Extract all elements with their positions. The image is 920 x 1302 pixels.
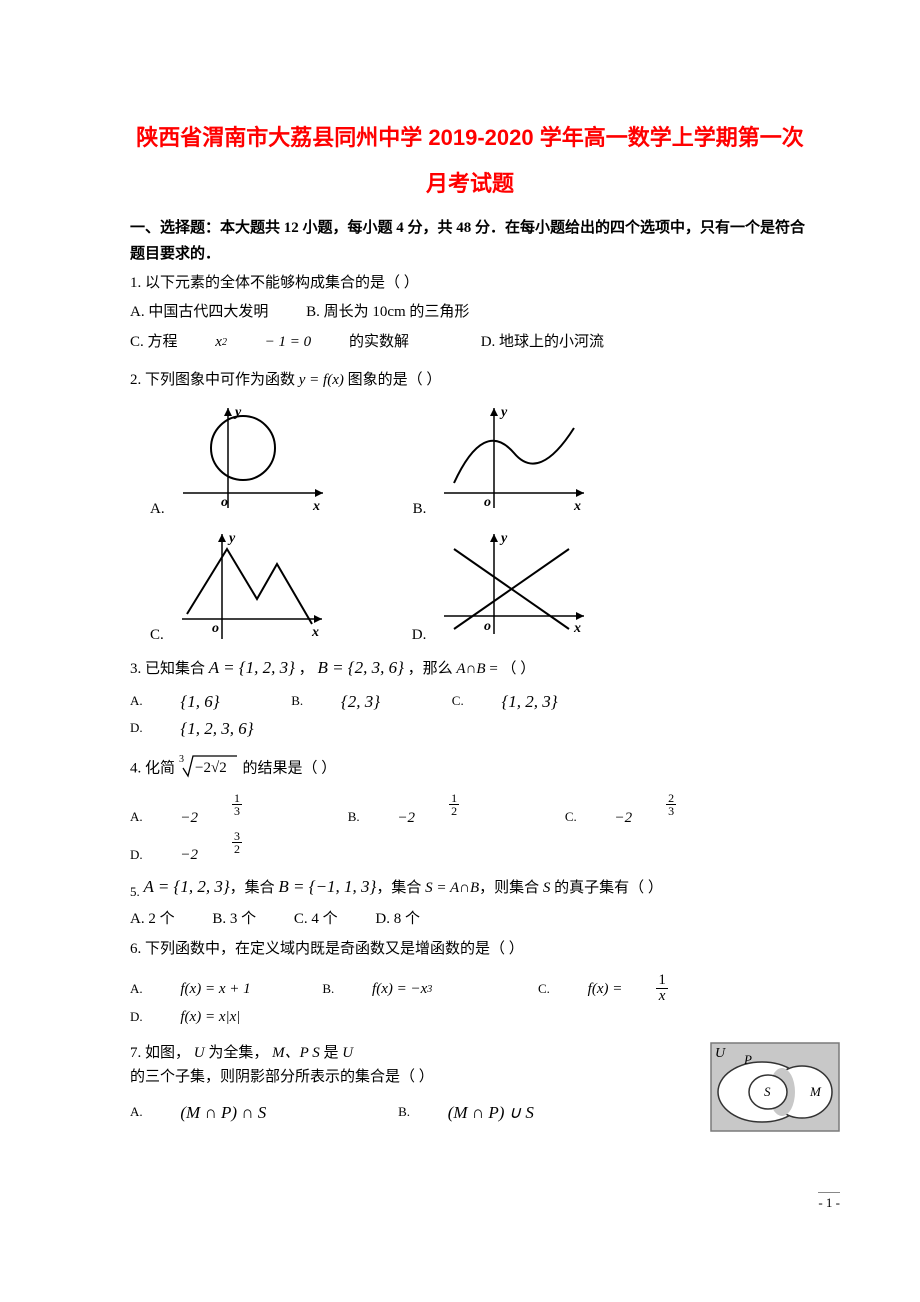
q4-opt-c: C. −223 [565,792,744,830]
q6-stem: 6. 下列函数中，在定义域内既是奇函数又是增函数的是（ ） [130,937,810,961]
svg-text:y: y [499,531,508,546]
svg-text:M: M [809,1084,822,1099]
q3-options: A. {1, 6} B. {2, 3} C. {1, 2, 3} D. {1, … [130,688,810,742]
exam-title-line2: 月考试题 [130,166,810,198]
q2-stem-post: 图象的是（ ） [348,372,442,388]
q6-opt-b: B. f(x) = −x3 [322,977,500,1002]
q2-graphs-row1: A. o x y B. o x y [150,398,810,518]
q7-U2: U [342,1045,353,1061]
q7-MPS: M、P S [272,1045,320,1061]
q2-label-c: C. [150,627,164,644]
q2-stem: 2. 下列图象中可作为函数 y = f(x) 图象的是（ ） [130,368,810,392]
q1-options-row2: C. 方程 x2 − 1 = 0 的实数解 D. 地球上的小河流 [130,330,810,355]
q2-label-d: D. [412,627,427,644]
q4-opt-b: B. −212 [348,792,527,830]
q2-label-a: A. [150,501,165,518]
q4-stem: 4. 化简 3 −2√2 的结果是（ ） [130,750,810,788]
svg-text:o: o [221,495,228,510]
svg-text:y: y [227,531,236,546]
section-1-heading: 一、选择题：本大题共 12 小题，每小题 4 分，共 48 分．在每小题给出的四… [130,216,810,267]
q5-opt-c: C. 4 个 [294,907,338,931]
q1-opt-c-post: 的实数解 [349,330,409,354]
q4-stem-pre: 4. 化简 [130,760,175,776]
q2-stem-pre: 2. 下列图象中可作为函数 [130,372,299,388]
q3-opt-a: A. {1, 6} [130,688,254,715]
q1-opt-b: B. 周长为 10cm 的三角形 [306,300,469,324]
q5-options: A. 2 个 B. 3 个 C. 4 个 D. 8 个 [130,907,810,932]
svg-text:x: x [312,499,320,514]
q1-opt-c-pre: C. 方程 [130,330,178,354]
page-number: - 1 - [818,1192,840,1211]
venn-diagram: U P S M [710,1042,840,1132]
q3-opt-d: D. {1, 2, 3, 6} [130,715,288,742]
q2-graphs-row2: C. o x y D. o x y [150,524,810,644]
q2-label-b: B. [413,501,427,518]
q7-stem-pre: 7. 如图， [130,1045,190,1061]
q2-cell-c: C. o x y [150,524,332,644]
q1-opt-c: C. 方程 x2 − 1 = 0 的实数解 [130,330,443,355]
svg-text:P: P [743,1052,752,1067]
q3-stem-post: ，那么 A∩B = （ ） [408,661,536,677]
svg-text:o: o [212,621,219,636]
q4-radical: 3 −2√2 [179,750,239,788]
q3-stem: 3. 已知集合 A = {1, 2, 3} ， B = {2, 3, 6} ，那… [130,654,810,681]
q5-opt-a: A. 2 个 [130,907,175,931]
q7-opt-a: A. (M ∩ P) ∩ S [130,1099,300,1126]
svg-text:x: x [573,621,581,636]
q5-stem: 5. A = {1, 2, 3}，集合 B = {−1, 1, 3}，集合 S … [130,873,810,903]
q7-mid2: 是 [324,1045,339,1061]
svg-text:x: x [573,499,581,514]
svg-text:o: o [484,495,491,510]
q1-opt-c-math: x2 − 1 = 0 [215,330,311,354]
q6-opt-c: C. f(x) = 1x [538,973,736,1004]
q3-set-a: A = {1, 2, 3} [209,658,295,677]
q3-opt-b: B. {2, 3} [291,688,414,715]
q2-cell-a: A. o x y [150,398,333,518]
q3-set-b: B = {2, 3, 6} [317,658,403,677]
q4-opt-a: A. −213 [130,792,310,830]
q1-options-row1: A. 中国古代四大发明 B. 周长为 10cm 的三角形 [130,299,810,324]
svg-text:o: o [484,619,491,634]
q5-opt-b: B. 3 个 [212,907,256,931]
q7-opt-b: B. (M ∩ P) ∪ S [398,1099,568,1126]
q6-opt-a: A. f(x) = x + 1 [130,977,285,1002]
q5-opt-d: D. 8 个 [375,907,420,931]
exam-title-line1: 陕西省渭南市大荔县同州中学 2019-2020 学年高一数学上学期第一次 [130,120,810,152]
page-footer: - 1 - [0,1192,920,1211]
q1-stem: 1. 以下元素的全体不能够构成集合的是（ ） [130,271,810,295]
q1-opt-d: D. 地球上的小河流 [481,330,604,354]
q1-opt-a: A. 中国古代四大发明 [130,300,268,324]
q3-stem-pre: 3. 已知集合 [130,661,205,677]
q7-mid1: 为全集， [208,1045,272,1061]
svg-text:U: U [715,1046,726,1061]
q6-opt-d: D. f(x) = x|x| [130,1005,274,1030]
q2-graph-d: o x y [434,524,594,644]
q7-stem: 7. 如图， U 为全集， M、P S 是 U 的三个子集，则阴影部分所表示的集… [130,1041,810,1089]
svg-text:−2√2: −2√2 [195,760,227,776]
q4-opt-d: D. −232 [130,830,310,868]
q4-options: A. −213 B. −212 C. −223 D. −232 [130,792,810,867]
svg-text:x: x [311,625,319,640]
q3-comma1: ， [299,661,314,677]
q7-post: 的三个子集，则阴影部分所表示的集合是（ ） [130,1069,434,1085]
svg-text:y: y [499,405,508,420]
q6-options: A. f(x) = x + 1 B. f(x) = −x3 C. f(x) = … [130,973,810,1029]
q2-stem-math: y = f(x) [299,372,344,388]
q7-options: A. (M ∩ P) ∩ S B. (M ∩ P) ∪ S [130,1099,810,1126]
q2-graph-a: o x y [173,398,333,518]
svg-text:S: S [764,1084,771,1099]
q2-cell-d: D. o x y [412,524,595,644]
q4-stem-post: 的结果是（ ） [243,760,337,776]
q2-cell-b: B. o x y [413,398,595,518]
q2-graph-c: o x y [172,524,332,644]
svg-text:3: 3 [179,754,184,765]
q2-graph-b: o x y [434,398,594,518]
q3-opt-c: C. {1, 2, 3} [452,688,592,715]
q7-U: U [194,1045,205,1061]
